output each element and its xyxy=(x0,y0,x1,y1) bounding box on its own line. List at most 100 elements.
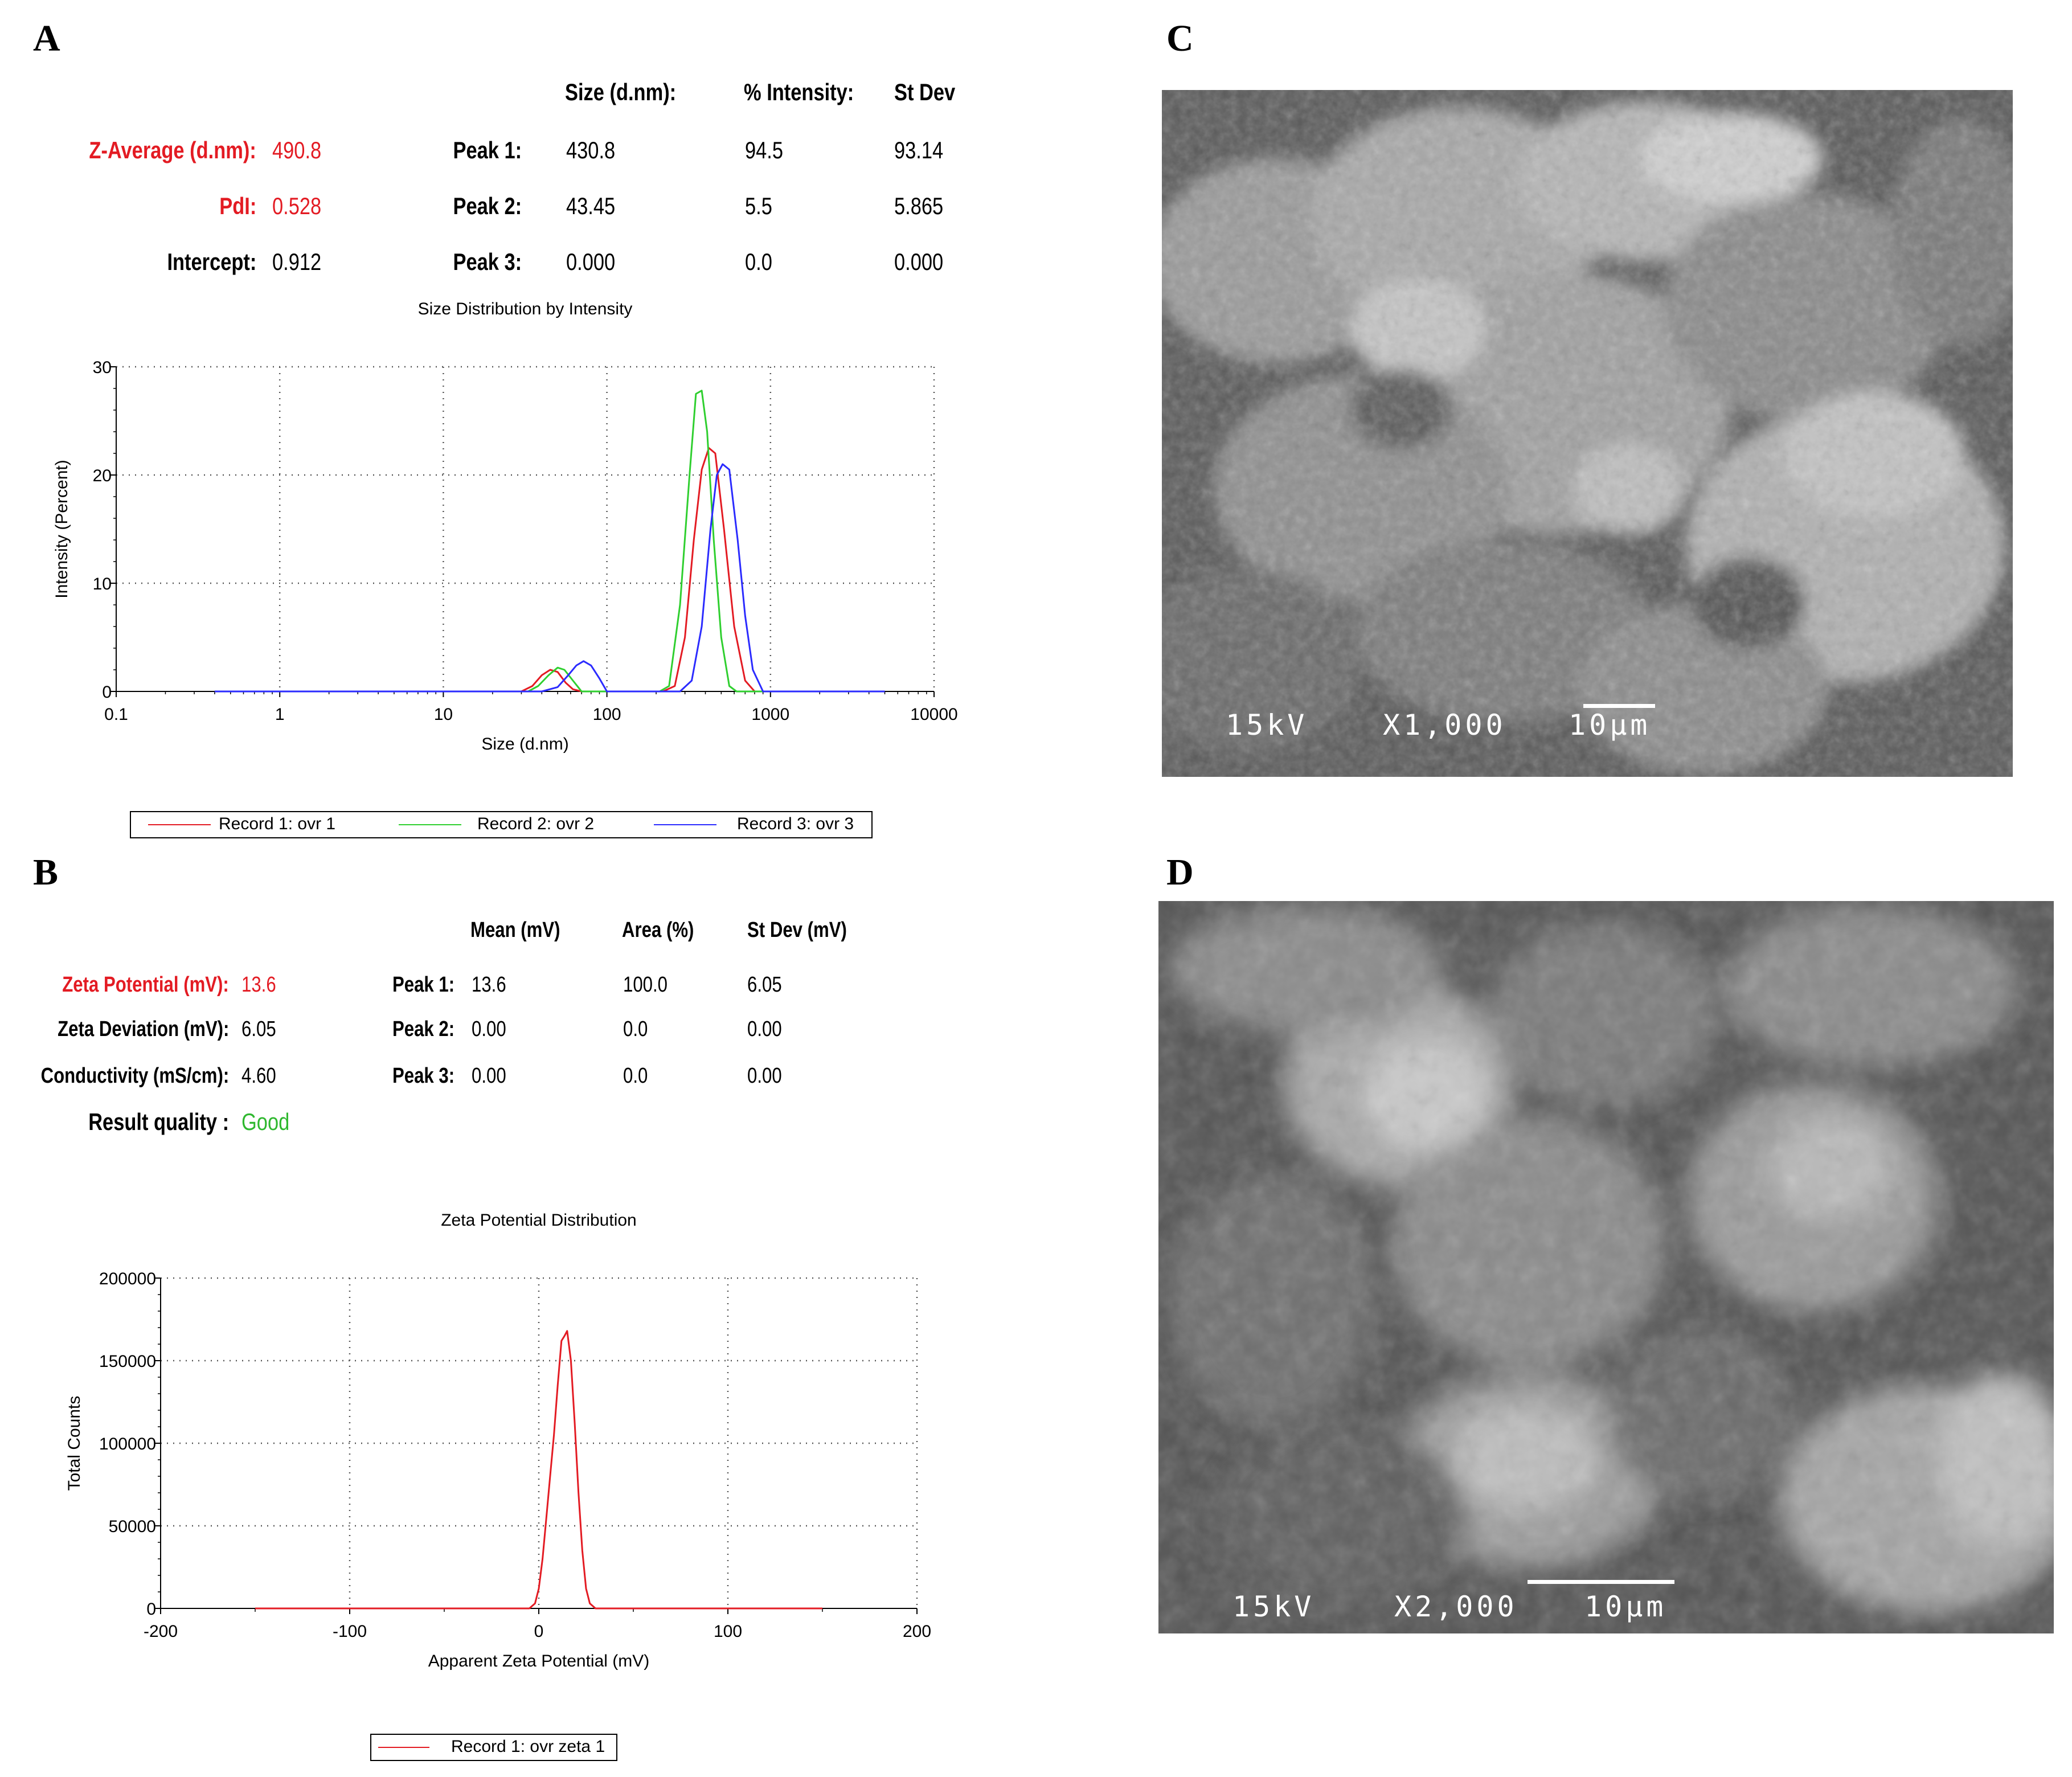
pdi-value: 0.528 xyxy=(272,193,322,219)
zeta-chart-x-tick-label: 200 xyxy=(903,1622,931,1641)
legend-record-1: Record 1: ovr 1 xyxy=(219,814,336,833)
result-quality-value: Good xyxy=(241,1108,290,1135)
peak-1-intensity: 94.5 xyxy=(745,137,784,163)
zeta-potential-value: 13.6 xyxy=(241,973,276,997)
legend-zeta-swatch xyxy=(378,1747,429,1748)
zeta-chart-y-tick-label: 150000 xyxy=(99,1352,156,1371)
zeta-peak-2-area: 0.0 xyxy=(623,1017,648,1041)
z-average-label: Z-Average (d.nm): xyxy=(89,137,256,163)
size-chart-y-label: Intensity (Percent) xyxy=(52,460,71,598)
sem-micrograph-c xyxy=(1162,90,2013,777)
sem-d-magnification: X2,000 xyxy=(1394,1590,1518,1623)
size-chart-x-tick-label: 10 xyxy=(434,705,453,724)
zeta-chart-x-tick-label: -200 xyxy=(144,1622,178,1641)
zeta-chart-x-tick-label: 0 xyxy=(534,1622,544,1641)
stdev-header: St Dev xyxy=(894,79,956,105)
sem-c-scale-label: 10μm xyxy=(1569,709,1651,742)
panel-c-letter: C xyxy=(1166,18,1194,59)
zeta-chart-x-tick-label: -100 xyxy=(333,1622,367,1641)
zeta-legend: Record 1: ovr zeta 1 xyxy=(370,1734,617,1761)
zeta-peak-1-label: Peak 1: xyxy=(392,973,454,997)
sem-c-scale-bar xyxy=(1583,704,1655,708)
zeta-chart-y-tick-label: 0 xyxy=(146,1600,156,1619)
zeta-chart-y-tick-label: 100000 xyxy=(99,1435,156,1453)
mean-header: Mean (mV) xyxy=(470,918,560,942)
size-chart-series-3-line xyxy=(214,463,885,693)
panel-a-letter: A xyxy=(33,18,60,59)
zeta-deviation-label: Zeta Deviation (mV): xyxy=(57,1017,229,1041)
peak-2-label: Peak 2: xyxy=(453,193,522,219)
size-chart-y-tick-label: 0 xyxy=(102,683,112,702)
zeta-chart-x-tick-label: 100 xyxy=(714,1622,742,1641)
legend-record-3: Record 3: ovr 3 xyxy=(737,814,854,833)
stdev-mv-header: St Dev (mV) xyxy=(747,918,847,942)
pdi-label: PdI: xyxy=(219,193,256,219)
size-chart-x-tick-label: 0.1 xyxy=(104,705,128,724)
sem-image-c: 15kV X1,000 10μm xyxy=(1162,90,2013,777)
panel-d-letter: D xyxy=(1166,851,1194,893)
intercept-label: Intercept: xyxy=(167,248,256,275)
zeta-peak-1-mean: 13.6 xyxy=(472,973,506,997)
size-chart-series-2-line xyxy=(214,390,885,693)
legend-record-3-swatch xyxy=(654,824,716,825)
legend-record-2: Record 2: ovr 2 xyxy=(477,814,595,833)
peak-3-size: 0.000 xyxy=(566,248,616,275)
legend-record-2-swatch xyxy=(399,824,461,825)
zeta-peak-1-stdev: 6.05 xyxy=(747,973,782,997)
zeta-peak-1-area: 100.0 xyxy=(623,973,668,997)
zeta-chart-series-1-line xyxy=(255,1330,822,1610)
zeta-chart-title: Zeta Potential Distribution xyxy=(441,1211,637,1230)
sem-d-scale-bar xyxy=(1528,1580,1674,1584)
zeta-peak-2-mean: 0.00 xyxy=(472,1017,506,1041)
zeta-peak-2-label: Peak 2: xyxy=(392,1017,454,1041)
size-chart-x-tick-label: 1000 xyxy=(751,705,789,724)
panel-b-letter: B xyxy=(33,851,59,893)
size-chart-y-tick-label: 20 xyxy=(93,466,112,485)
sem-d-voltage: 15kV xyxy=(1232,1590,1315,1623)
zeta-chart-y-tick-label: 200000 xyxy=(99,1270,156,1288)
peak-2-intensity: 5.5 xyxy=(745,193,772,219)
zeta-peak-3-mean: 0.00 xyxy=(472,1064,506,1088)
legend-record-1-swatch xyxy=(148,824,211,825)
zeta-deviation-value: 6.05 xyxy=(241,1017,276,1041)
zeta-potential-label: Zeta Potential (mV): xyxy=(62,973,229,997)
size-chart-x-tick-label: 100 xyxy=(593,705,621,724)
sem-image-d: 15kV X2,000 10μm xyxy=(1158,901,2054,1633)
size-legend: Record 1: ovr 1 Record 2: ovr 2 Record 3… xyxy=(130,811,873,838)
size-chart-x-tick-label: 1 xyxy=(275,705,285,724)
conductivity-value: 4.60 xyxy=(241,1064,276,1088)
z-average-value: 490.8 xyxy=(272,137,322,163)
size-chart-y-tick-label: 10 xyxy=(93,575,112,593)
size-chart-series-1-line xyxy=(214,447,885,693)
sem-c-voltage: 15kV xyxy=(1226,709,1308,742)
peak-2-stdev: 5.865 xyxy=(894,193,944,219)
sem-c-magnification: X1,000 xyxy=(1383,709,1506,742)
size-chart-x-label: Size (d.nm) xyxy=(481,735,568,754)
area-header: Area (%) xyxy=(622,918,694,942)
zeta-peak-3-area: 0.0 xyxy=(623,1064,648,1088)
zeta-potential-chart: Zeta Potential Distribution -200 -100 0 100 2… xyxy=(65,1211,931,1670)
zeta-chart-y-tick-label: 50000 xyxy=(109,1517,156,1536)
zeta-peak-3-stdev: 0.00 xyxy=(747,1064,782,1088)
size-chart-title: Size Distribution by Intensity xyxy=(418,300,633,318)
result-quality-label: Result quality : xyxy=(88,1108,229,1135)
zeta-chart-x-label: Apparent Zeta Potential (mV) xyxy=(428,1652,650,1670)
peak-1-stdev: 93.14 xyxy=(894,137,944,163)
peak-3-stdev: 0.000 xyxy=(894,248,944,275)
zeta-chart-y-label: Total Counts xyxy=(65,1396,84,1491)
peak-3-intensity: 0.0 xyxy=(745,248,772,275)
peak-1-label: Peak 1: xyxy=(453,137,522,163)
peak-1-size: 430.8 xyxy=(566,137,616,163)
legend-zeta-record: Record 1: ovr zeta 1 xyxy=(451,1737,605,1756)
sem-d-scale-label: 10μm xyxy=(1584,1590,1667,1623)
intercept-value: 0.912 xyxy=(272,248,322,275)
peak-2-size: 43.45 xyxy=(566,193,616,219)
size-chart-y-tick-label: 30 xyxy=(93,358,112,377)
zeta-peak-2-stdev: 0.00 xyxy=(747,1017,782,1041)
size-header: Size (d.nm): xyxy=(565,79,677,105)
size-chart-x-tick-label: 10000 xyxy=(910,705,957,724)
peak-3-label: Peak 3: xyxy=(453,248,522,275)
conductivity-label: Conductivity (mS/cm): xyxy=(40,1064,229,1088)
zeta-peak-3-label: Peak 3: xyxy=(392,1064,454,1088)
